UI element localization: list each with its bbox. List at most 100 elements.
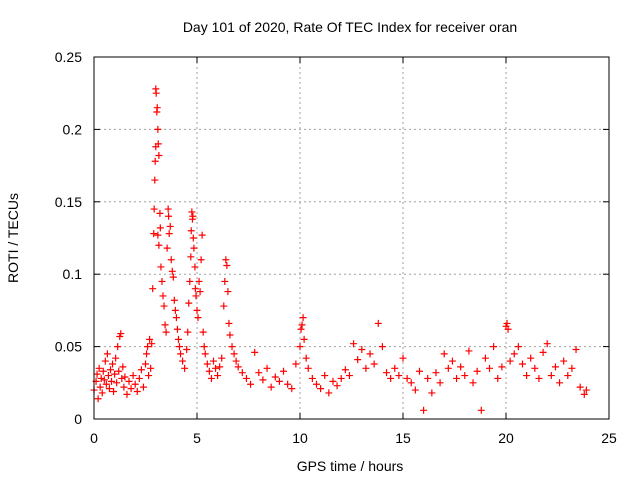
data-point <box>188 208 196 216</box>
data-point <box>225 319 233 327</box>
data-point <box>461 372 469 380</box>
y-tick-label: 0 <box>74 411 82 427</box>
data-point <box>547 372 555 380</box>
data-point <box>194 314 202 322</box>
data-point <box>111 370 119 378</box>
data-point <box>144 343 152 351</box>
data-point <box>154 140 162 148</box>
data-point <box>183 345 191 353</box>
data-point <box>159 292 167 300</box>
data-point <box>165 230 173 238</box>
data-point <box>510 350 518 358</box>
data-point <box>259 376 267 384</box>
data-point <box>165 212 173 220</box>
data-point <box>247 380 255 388</box>
data-point <box>187 253 195 261</box>
data-point <box>299 314 307 322</box>
data-point <box>263 364 271 372</box>
y-tick-label: 0.15 <box>55 194 82 210</box>
data-point <box>142 360 149 368</box>
data-point <box>378 343 386 351</box>
chart-title: Day 101 of 2020, Rate Of TEC Index for r… <box>183 19 517 35</box>
data-point <box>99 367 107 375</box>
data-point <box>506 357 514 365</box>
data-point <box>173 325 181 333</box>
data-point <box>164 205 172 213</box>
data-point <box>168 267 176 275</box>
data-point <box>157 263 165 271</box>
data-point <box>186 277 194 285</box>
y-tick-label: 0.1 <box>63 266 83 282</box>
data-point <box>147 364 155 372</box>
data-point <box>143 350 151 358</box>
y-tick-label: 0.25 <box>55 49 82 65</box>
data-point <box>95 364 103 372</box>
data-point <box>167 256 175 264</box>
data-point <box>317 385 325 393</box>
data-point <box>358 345 366 353</box>
data-point <box>105 385 113 393</box>
data-point <box>108 377 116 385</box>
data-point <box>154 125 162 133</box>
data-point <box>366 350 374 358</box>
data-point <box>118 374 126 382</box>
data-point <box>345 372 353 380</box>
data-point <box>535 374 543 382</box>
data-point <box>102 380 110 388</box>
data-point <box>221 277 229 285</box>
x-tick-label: 5 <box>193 430 201 446</box>
data-point <box>156 209 164 217</box>
x-tick-label: 10 <box>292 430 308 446</box>
data-point <box>280 367 288 375</box>
data-point <box>395 372 403 380</box>
data-point <box>179 357 187 365</box>
data-point <box>115 367 123 375</box>
data-point <box>117 330 125 338</box>
data-point <box>564 372 572 380</box>
data-point <box>184 328 192 336</box>
data-point <box>129 372 137 380</box>
data-point <box>101 357 109 365</box>
data-point <box>103 350 111 358</box>
data-point <box>296 343 304 351</box>
data-point <box>131 380 139 388</box>
data-point <box>151 157 159 165</box>
data-point <box>207 374 215 382</box>
data-point <box>161 321 169 329</box>
data-point <box>177 350 185 358</box>
data-point <box>469 379 477 387</box>
data-point <box>218 354 226 362</box>
data-point <box>370 360 378 368</box>
data-point <box>127 385 135 393</box>
data-point <box>162 328 170 336</box>
data-point <box>238 369 246 377</box>
data-point <box>155 151 163 159</box>
data-point <box>191 285 199 293</box>
data-point <box>151 176 159 184</box>
data-point <box>481 354 489 362</box>
plot-frame <box>93 56 610 420</box>
data-point <box>428 389 436 397</box>
data-point <box>209 357 217 365</box>
data-point <box>137 366 145 374</box>
data-point <box>415 367 423 375</box>
data-point <box>170 296 178 304</box>
data-point <box>146 335 154 343</box>
data-point <box>96 383 104 391</box>
data-point <box>97 374 105 382</box>
data-point <box>432 369 440 377</box>
x-axis-title: GPS time / hours <box>297 458 404 474</box>
data-point <box>304 364 312 372</box>
data-point <box>539 348 547 356</box>
data-points <box>90 85 590 414</box>
data-point <box>436 379 444 387</box>
data-point <box>191 263 199 271</box>
data-point <box>112 354 120 362</box>
data-point <box>94 395 102 403</box>
data-point <box>350 340 358 348</box>
data-point <box>387 374 395 382</box>
data-point <box>198 231 206 239</box>
data-point <box>172 314 180 322</box>
data-point <box>494 374 502 382</box>
data-point <box>230 350 238 358</box>
